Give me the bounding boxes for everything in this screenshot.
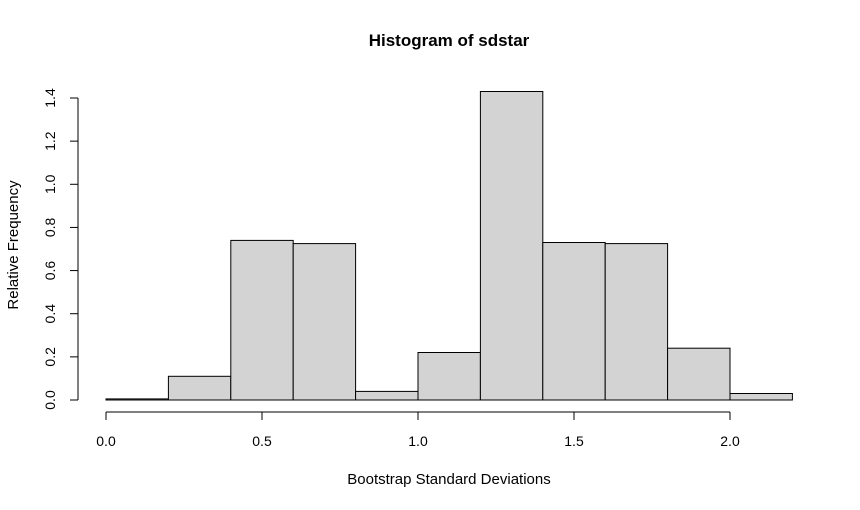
histogram-bar (230, 239, 294, 401)
chart-title: Histogram of sdstar (369, 31, 530, 50)
x-axis-label: Bootstrap Standard Deviations (347, 471, 550, 488)
y-tick-label: 0.2 (42, 347, 58, 367)
x-tick-label: 1.5 (564, 433, 584, 449)
x-tick-label: 0.0 (96, 433, 116, 449)
histogram-bar (667, 347, 731, 401)
y-tick-label: 1.4 (42, 88, 58, 108)
y-tick-label: 0.6 (42, 261, 58, 281)
histogram-bar (292, 243, 357, 401)
x-tick-label: 2.0 (720, 433, 740, 449)
histogram-bar (542, 242, 606, 401)
y-tick-label: 0.8 (42, 217, 58, 237)
y-axis-label: Relative Frequency (5, 180, 22, 310)
histogram-bar (105, 398, 169, 401)
histogram-bar (604, 243, 669, 401)
x-axis: 0.0 0.5 1.0 1.5 2.0 (96, 411, 740, 449)
y-tick-label: 1.2 (42, 131, 58, 151)
histogram-bar (167, 375, 232, 401)
y-tick-label: 0.4 (42, 304, 58, 324)
histogram-bar (355, 390, 419, 401)
histogram-bar (729, 393, 793, 401)
x-tick-label: 1.0 (408, 433, 428, 449)
y-tick-label: 0.0 (42, 390, 58, 410)
x-tick-label: 0.5 (252, 433, 272, 449)
y-tick-label: 1.0 (42, 174, 58, 194)
y-axis: 0.0 0.2 0.4 0.6 0.8 1.0 1.2 1.4 (42, 88, 79, 410)
histogram-bar (479, 91, 544, 401)
histogram-bar (417, 352, 481, 401)
bars-group (105, 91, 793, 401)
